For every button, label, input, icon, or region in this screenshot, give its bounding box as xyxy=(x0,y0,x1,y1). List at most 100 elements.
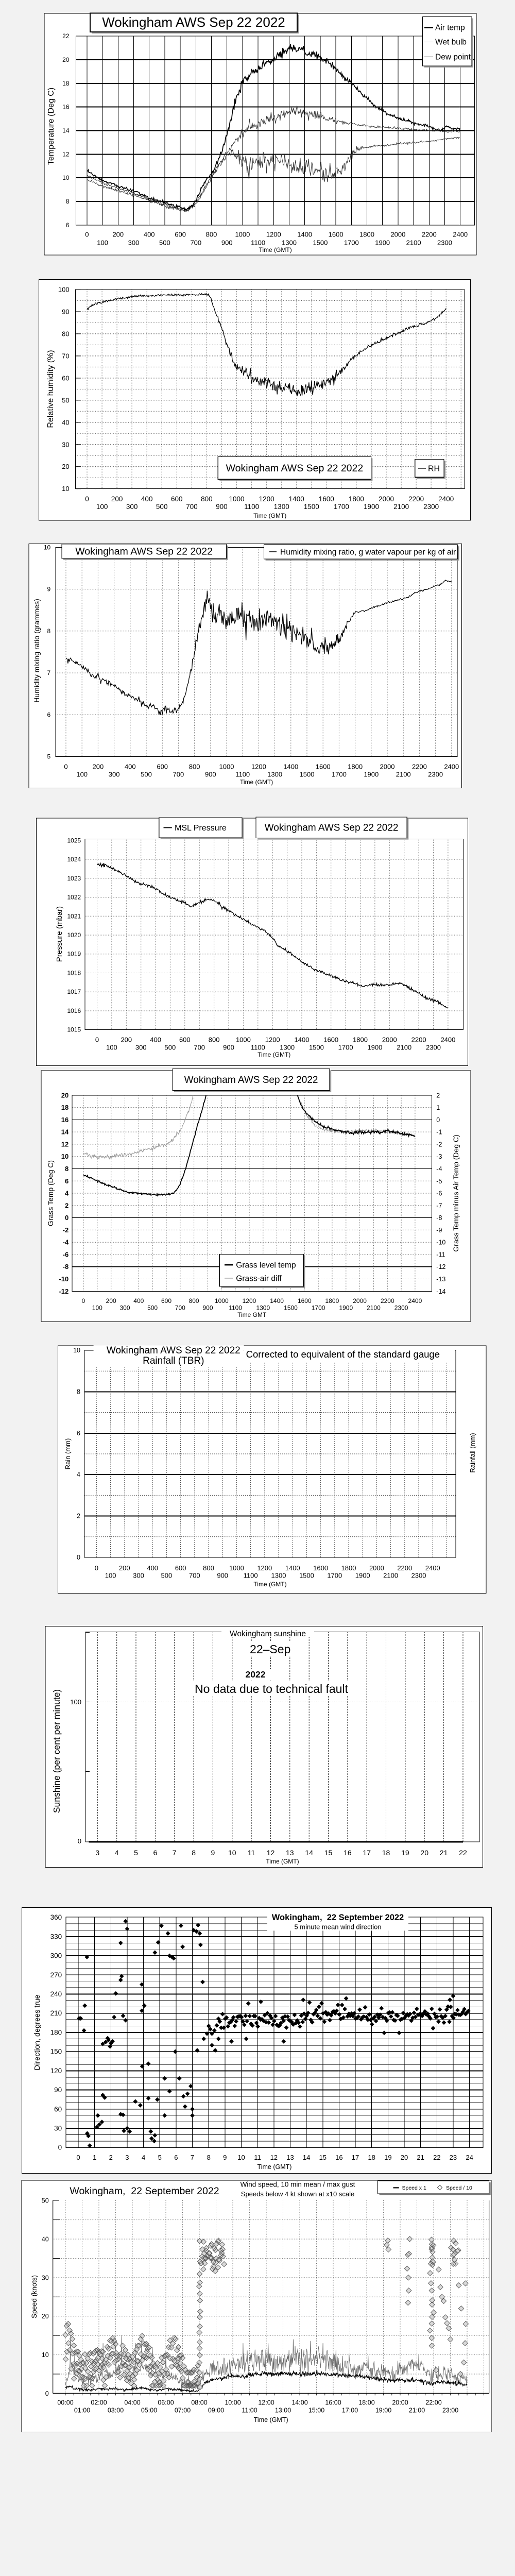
svg-text:Time (GMT): Time (GMT) xyxy=(254,2416,288,2424)
svg-text:90: 90 xyxy=(54,2086,62,2094)
svg-text:3: 3 xyxy=(125,2154,129,2161)
svg-text:100: 100 xyxy=(76,771,88,778)
svg-text:1200: 1200 xyxy=(251,763,266,771)
svg-text:Humidity mixing ratio, g water: Humidity mixing ratio, g water vapour pe… xyxy=(280,548,456,557)
svg-text:1800: 1800 xyxy=(349,495,364,503)
svg-text:900: 900 xyxy=(221,239,233,247)
svg-text:60: 60 xyxy=(54,2105,62,2113)
svg-text:2400: 2400 xyxy=(425,1564,440,1572)
svg-text:1400: 1400 xyxy=(283,763,298,771)
svg-text:2300: 2300 xyxy=(423,503,439,511)
svg-text:19: 19 xyxy=(384,2154,391,2161)
svg-text:2300: 2300 xyxy=(426,1044,441,1052)
svg-text:Pressure (mbar): Pressure (mbar) xyxy=(55,906,64,962)
svg-text:1500: 1500 xyxy=(304,503,319,511)
svg-text:Speed x 1: Speed x 1 xyxy=(402,2185,426,2191)
svg-text:Time GMT: Time GMT xyxy=(237,1311,267,1318)
svg-text:400: 400 xyxy=(147,1564,158,1572)
svg-text:Dew point: Dew point xyxy=(435,53,471,61)
svg-text:2: 2 xyxy=(77,1513,80,1520)
svg-text:1200: 1200 xyxy=(265,1036,280,1044)
svg-text:Wokingham AWS Sep 22 2022: Wokingham AWS Sep 22 2022 xyxy=(107,1345,241,1356)
svg-text:13: 13 xyxy=(286,2154,294,2161)
svg-text:70: 70 xyxy=(62,352,69,360)
svg-text:18: 18 xyxy=(62,80,70,87)
svg-text:40: 40 xyxy=(42,2236,49,2243)
svg-text:1400: 1400 xyxy=(295,1036,310,1044)
svg-text:15: 15 xyxy=(324,1849,333,1857)
svg-text:2200: 2200 xyxy=(381,1297,394,1304)
svg-text:6: 6 xyxy=(153,1849,158,1857)
svg-text:2: 2 xyxy=(109,2154,113,2161)
svg-text:1700: 1700 xyxy=(334,503,349,511)
svg-text:17:00: 17:00 xyxy=(342,2407,358,2414)
svg-text:1000: 1000 xyxy=(215,1297,229,1304)
svg-text:1200: 1200 xyxy=(259,495,274,503)
svg-text:Direction, degrees true: Direction, degrees true xyxy=(33,1995,42,2071)
svg-text:2000: 2000 xyxy=(369,1564,384,1572)
svg-text:18: 18 xyxy=(368,2154,375,2161)
svg-text:150: 150 xyxy=(50,2048,62,2056)
svg-text:1400: 1400 xyxy=(270,1297,284,1304)
svg-text:1022: 1022 xyxy=(67,894,81,901)
svg-text:Sunshine (per cent per minute): Sunshine (per cent per minute) xyxy=(52,1689,62,1813)
svg-text:8: 8 xyxy=(77,1388,80,1395)
svg-text:0: 0 xyxy=(85,495,89,503)
svg-text:1025: 1025 xyxy=(67,837,81,844)
svg-text:2300: 2300 xyxy=(411,1572,426,1580)
svg-text:700: 700 xyxy=(173,771,184,778)
svg-text:14:00: 14:00 xyxy=(291,2399,307,2406)
svg-text:1018: 1018 xyxy=(67,970,81,977)
svg-text:Wind speed, 10 min mean / max: Wind speed, 10 min mean / max gust xyxy=(241,2181,355,2189)
svg-text:05:00: 05:00 xyxy=(141,2407,157,2414)
svg-text:8: 8 xyxy=(207,2154,211,2161)
svg-text:No data due to technical fault: No data due to technical fault xyxy=(195,1682,349,1696)
svg-text:12: 12 xyxy=(62,150,70,158)
svg-text:2200: 2200 xyxy=(412,763,427,771)
svg-text:100: 100 xyxy=(105,1572,116,1580)
svg-text:0: 0 xyxy=(95,1564,98,1572)
svg-text:4: 4 xyxy=(65,1190,69,1197)
svg-text:50: 50 xyxy=(62,396,69,404)
svg-text:Wokingham AWS Sep 22 2022: Wokingham AWS Sep 22 2022 xyxy=(102,14,285,30)
svg-text:1200: 1200 xyxy=(266,231,281,239)
svg-text:1400: 1400 xyxy=(285,1564,300,1572)
svg-text:1100: 1100 xyxy=(251,1044,265,1052)
svg-text:14: 14 xyxy=(303,2154,310,2161)
svg-text:11: 11 xyxy=(254,2154,261,2161)
svg-text:Time (GMT): Time (GMT) xyxy=(258,2163,292,2171)
svg-text:Rainfall (mm): Rainfall (mm) xyxy=(469,1433,476,1472)
svg-text:1900: 1900 xyxy=(364,771,379,778)
svg-text:1100: 1100 xyxy=(244,503,259,511)
svg-text:0: 0 xyxy=(65,1214,68,1222)
svg-text:-11: -11 xyxy=(436,1251,445,1259)
svg-text:22–Sep: 22–Sep xyxy=(250,1642,290,1656)
svg-text:17: 17 xyxy=(363,1849,371,1857)
svg-text:06:00: 06:00 xyxy=(158,2399,174,2406)
svg-text:-6: -6 xyxy=(436,1190,442,1197)
svg-text:400: 400 xyxy=(144,231,155,239)
svg-text:1300: 1300 xyxy=(256,1304,270,1312)
svg-text:500: 500 xyxy=(141,771,152,778)
svg-text:14: 14 xyxy=(61,1128,69,1136)
svg-text:2400: 2400 xyxy=(444,763,459,771)
svg-text:14: 14 xyxy=(62,127,70,134)
svg-text:0: 0 xyxy=(95,1036,99,1044)
svg-text:40: 40 xyxy=(62,418,69,426)
svg-text:300: 300 xyxy=(109,771,120,778)
svg-text:5: 5 xyxy=(47,753,51,760)
svg-text:800: 800 xyxy=(206,231,217,239)
svg-text:20: 20 xyxy=(420,1849,428,1857)
svg-text:01:00: 01:00 xyxy=(74,2407,90,2414)
svg-text:1000: 1000 xyxy=(229,495,244,503)
svg-text:16: 16 xyxy=(335,2154,342,2161)
svg-text:1900: 1900 xyxy=(367,1044,382,1052)
svg-text:Wokingham AWS Sep 22 2022: Wokingham AWS Sep 22 2022 xyxy=(226,463,364,474)
svg-text:2: 2 xyxy=(65,1201,68,1209)
svg-text:8: 8 xyxy=(47,628,51,635)
svg-text:800: 800 xyxy=(201,495,213,503)
svg-text:6: 6 xyxy=(77,1430,80,1437)
svg-text:400: 400 xyxy=(133,1297,144,1304)
svg-text:13: 13 xyxy=(286,1849,294,1857)
svg-text:700: 700 xyxy=(175,1304,185,1312)
